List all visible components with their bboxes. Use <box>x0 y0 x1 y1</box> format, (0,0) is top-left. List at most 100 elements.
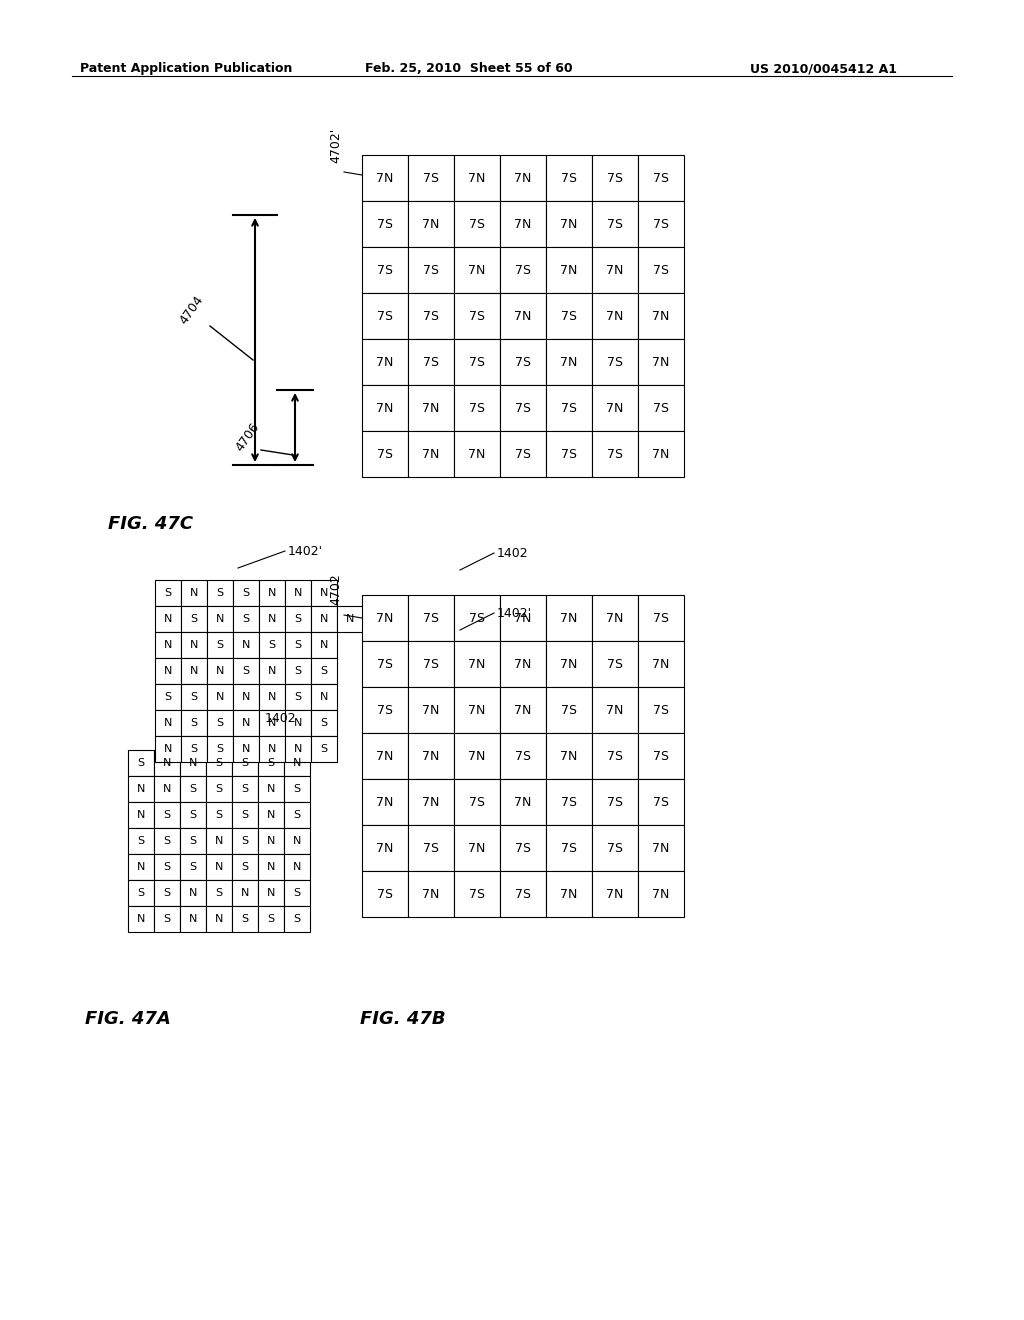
Bar <box>592 432 638 477</box>
Text: N: N <box>137 784 145 795</box>
Bar <box>258 750 284 776</box>
Text: 7S: 7S <box>469 887 485 900</box>
Bar <box>500 293 546 339</box>
Text: 7S: 7S <box>469 218 485 231</box>
Bar <box>206 750 232 776</box>
Text: S: S <box>243 667 250 676</box>
Text: N: N <box>164 640 172 649</box>
Text: S: S <box>190 744 198 754</box>
Bar <box>181 710 207 737</box>
Text: 7N: 7N <box>422 796 439 808</box>
Bar <box>154 906 180 932</box>
Text: 7S: 7S <box>607 172 623 185</box>
Bar <box>362 825 408 871</box>
Text: 7N: 7N <box>652 657 670 671</box>
Text: 7S: 7S <box>561 796 577 808</box>
Text: 7N: 7N <box>606 309 624 322</box>
Text: Patent Application Publication: Patent Application Publication <box>80 62 293 75</box>
Text: 7N: 7N <box>514 218 531 231</box>
Bar <box>408 779 454 825</box>
Text: 7S: 7S <box>653 172 669 185</box>
Bar <box>500 385 546 432</box>
Bar <box>408 154 454 201</box>
Bar <box>454 154 500 201</box>
Text: 7N: 7N <box>468 264 485 276</box>
Bar <box>454 686 500 733</box>
Text: N: N <box>268 667 276 676</box>
Text: 7S: 7S <box>515 750 531 763</box>
Text: N: N <box>268 587 276 598</box>
Bar <box>259 684 285 710</box>
Text: 7N: 7N <box>606 264 624 276</box>
Bar <box>546 825 592 871</box>
Text: 7N: 7N <box>514 796 531 808</box>
Text: S: S <box>137 836 144 846</box>
Bar <box>592 339 638 385</box>
Text: 7N: 7N <box>468 657 485 671</box>
Bar <box>258 803 284 828</box>
Text: 7N: 7N <box>652 355 670 368</box>
Text: N: N <box>293 836 301 846</box>
Text: N: N <box>216 614 224 624</box>
Bar <box>285 737 311 762</box>
Text: S: S <box>294 784 301 795</box>
Text: 4702: 4702 <box>330 573 342 605</box>
Bar <box>454 642 500 686</box>
Text: 7S: 7S <box>561 842 577 854</box>
Bar <box>285 579 311 606</box>
Text: N: N <box>242 718 250 729</box>
Text: N: N <box>267 836 275 846</box>
Text: 7S: 7S <box>423 309 439 322</box>
Text: 7N: 7N <box>514 657 531 671</box>
Text: 7S: 7S <box>561 447 577 461</box>
Text: 7S: 7S <box>561 704 577 717</box>
Bar <box>128 750 154 776</box>
Text: S: S <box>165 587 172 598</box>
Bar <box>128 854 154 880</box>
Bar <box>207 684 233 710</box>
Text: 7N: 7N <box>422 887 439 900</box>
Text: N: N <box>319 640 328 649</box>
Bar <box>258 854 284 880</box>
Text: S: S <box>267 758 274 768</box>
Bar <box>128 776 154 803</box>
Text: 7N: 7N <box>422 401 439 414</box>
Bar <box>155 632 181 657</box>
Text: S: S <box>216 587 223 598</box>
Bar <box>454 432 500 477</box>
Bar <box>180 828 206 854</box>
Bar <box>362 733 408 779</box>
Text: N: N <box>294 744 302 754</box>
Bar <box>592 595 638 642</box>
Text: S: S <box>190 718 198 729</box>
Text: S: S <box>294 888 301 898</box>
Text: 7S: 7S <box>515 264 531 276</box>
Text: 7S: 7S <box>423 264 439 276</box>
Bar <box>284 828 310 854</box>
Text: 7S: 7S <box>377 264 393 276</box>
Bar <box>233 579 259 606</box>
Text: 7S: 7S <box>377 447 393 461</box>
Bar <box>500 595 546 642</box>
Bar <box>233 710 259 737</box>
Bar <box>638 201 684 247</box>
Bar <box>232 828 258 854</box>
Bar <box>362 154 408 201</box>
Bar <box>232 803 258 828</box>
Text: S: S <box>165 692 172 702</box>
Bar <box>454 247 500 293</box>
Bar <box>128 906 154 932</box>
Text: S: S <box>164 888 171 898</box>
Text: 7N: 7N <box>560 750 578 763</box>
Text: Feb. 25, 2010  Sheet 55 of 60: Feb. 25, 2010 Sheet 55 of 60 <box>365 62 572 75</box>
Text: 7S: 7S <box>423 842 439 854</box>
Bar <box>206 776 232 803</box>
Text: 7N: 7N <box>560 887 578 900</box>
Bar <box>180 803 206 828</box>
Text: 7N: 7N <box>468 750 485 763</box>
Bar <box>284 880 310 906</box>
Text: N: N <box>215 836 223 846</box>
Bar <box>500 339 546 385</box>
Text: S: S <box>215 888 222 898</box>
Bar <box>546 201 592 247</box>
